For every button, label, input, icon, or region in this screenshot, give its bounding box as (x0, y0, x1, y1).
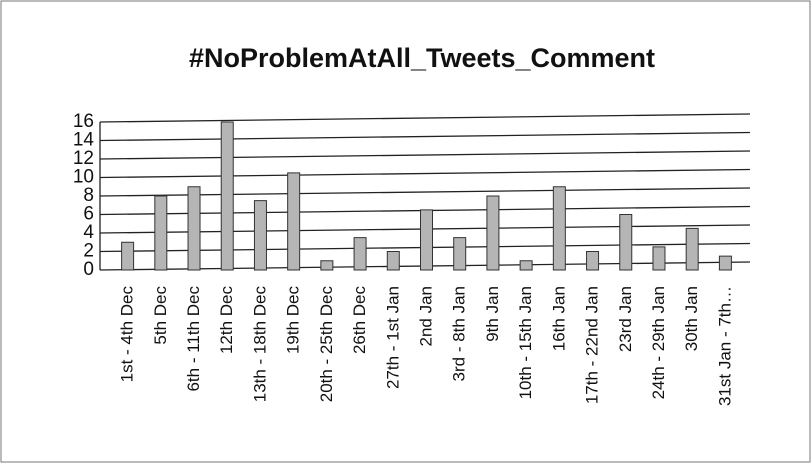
bar (154, 195, 168, 271)
x-tick-label: 31st Jan - 7th… (715, 286, 734, 406)
x-tick-label: 13th - 18th Dec (250, 286, 269, 403)
y-tick-label: 2 (83, 241, 94, 262)
y-tick-label: 12 (73, 148, 94, 169)
x-tick-label: 3rd - 8th Jan (450, 286, 469, 381)
y-tick-label: 14 (73, 130, 95, 151)
x-tick-label: 24th - 29th Jan (649, 286, 668, 399)
x-tick-label: 12th Dec (217, 286, 236, 355)
x-tick-label: 23rd Jan (616, 286, 635, 352)
bar (287, 172, 301, 271)
bar (386, 251, 400, 271)
bar (619, 214, 633, 271)
grid-line (99, 187, 751, 197)
y-tick-label: 10 (73, 167, 94, 188)
x-tick-label: 10th - 15th Jan (516, 286, 535, 399)
x-tick-label: 20th - 25th Dec (317, 286, 336, 403)
grid-line (99, 131, 751, 142)
y-tick-label: 4 (83, 222, 94, 243)
bar (685, 227, 699, 271)
bar (220, 121, 234, 271)
bar (552, 186, 566, 271)
x-tick-label: 16th Jan (549, 286, 568, 351)
bar (718, 255, 732, 271)
x-tick-label: 6th - 11th Dec (184, 286, 203, 392)
bar (486, 195, 500, 271)
x-tick-label: 19th Dec (284, 286, 303, 355)
bar (253, 200, 267, 271)
bar (586, 251, 600, 271)
bar (420, 209, 433, 271)
bar (320, 260, 334, 271)
bar (121, 241, 135, 271)
x-tick-label: 1st - 4th Dec (118, 286, 137, 383)
grid-line (99, 168, 751, 179)
y-tick-label: 6 (83, 204, 94, 225)
y-tick-label: 16 (73, 111, 94, 132)
x-tick-label: 9th Jan (483, 286, 502, 342)
x-tick-label: 2nd Jan (417, 286, 436, 347)
grid-line (99, 150, 751, 160)
x-tick-label: 27th - 1st Jan (383, 286, 402, 389)
bar (453, 237, 467, 271)
x-tick-label: 17th - 22nd Jan (583, 286, 602, 404)
bar (187, 186, 201, 271)
bar (519, 260, 533, 271)
grid-line (99, 113, 751, 123)
x-tick-label: 5th Dec (151, 286, 170, 345)
chart-title: #NoProblemAtAll_Tweets_Comment (189, 43, 655, 73)
bar (353, 237, 367, 271)
bar (652, 246, 666, 271)
x-tick-label: 30th Jan (682, 286, 701, 351)
y-tick-label: 0 (83, 259, 94, 280)
y-tick-label: 8 (83, 185, 94, 206)
x-tick-label: 26th Dec (350, 286, 369, 355)
